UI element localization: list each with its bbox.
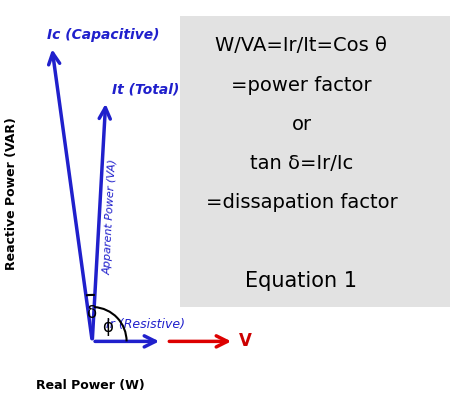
Text: Reactive Power (VAR): Reactive Power (VAR) bbox=[5, 118, 18, 270]
Text: Equation 1: Equation 1 bbox=[246, 271, 357, 292]
Text: Apparent Power (VA): Apparent Power (VA) bbox=[103, 159, 119, 276]
Text: tan δ=Ir/Ic: tan δ=Ir/Ic bbox=[250, 154, 353, 173]
Text: W/VA=Ir/It=Cos θ: W/VA=Ir/It=Cos θ bbox=[216, 36, 387, 55]
Text: =dissapation factor: =dissapation factor bbox=[206, 193, 397, 212]
Text: =power factor: =power factor bbox=[231, 76, 372, 95]
Text: V: V bbox=[238, 332, 252, 350]
Text: Real Power (W): Real Power (W) bbox=[36, 379, 144, 392]
Text: Ir (Resistive): Ir (Resistive) bbox=[106, 318, 184, 331]
Text: Ic (Capacitive): Ic (Capacitive) bbox=[47, 28, 160, 42]
Text: It (Total): It (Total) bbox=[112, 83, 180, 97]
Text: ϕ: ϕ bbox=[102, 318, 113, 336]
Text: δ: δ bbox=[86, 303, 96, 322]
Text: or: or bbox=[292, 115, 311, 134]
FancyBboxPatch shape bbox=[180, 16, 450, 307]
